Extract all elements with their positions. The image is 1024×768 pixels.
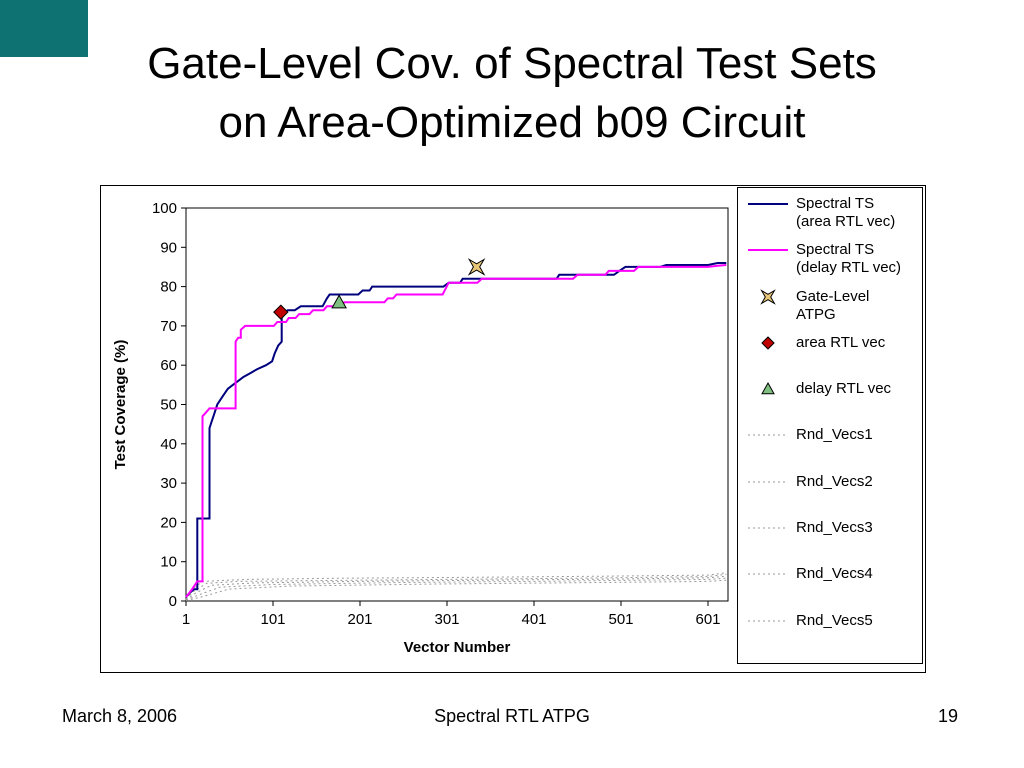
svg-text:1: 1 <box>182 611 190 628</box>
legend-item: delay RTL vec <box>740 379 920 425</box>
title-line-1: Gate-Level Cov. of Spectral Test Sets <box>147 39 877 88</box>
svg-text:601: 601 <box>695 611 720 628</box>
chart-legend: Spectral TS (area RTL vec) Spectral TS (d… <box>737 187 923 664</box>
svg-text:50: 50 <box>160 397 177 414</box>
legend-label: Rnd_Vecs5 <box>796 611 873 629</box>
svg-text:100: 100 <box>152 200 177 217</box>
svg-text:30: 30 <box>160 475 177 492</box>
svg-text:Test Coverage (%): Test Coverage (%) <box>112 340 129 470</box>
legend-item: Spectral TS (area RTL vec) <box>740 194 920 240</box>
legend-label: Rnd_Vecs2 <box>796 472 873 490</box>
dashed-swatch-icon <box>748 573 788 575</box>
legend-item: Rnd_Vecs2 <box>740 472 920 518</box>
footer-presentation-title: Spectral RTL ATPG <box>434 706 590 726</box>
legend-item: Rnd_Vecs1 <box>740 425 920 471</box>
legend-item: Rnd_Vecs4 <box>740 564 920 610</box>
svg-text:201: 201 <box>347 611 372 628</box>
svg-text:301: 301 <box>434 611 459 628</box>
svg-text:40: 40 <box>160 436 177 453</box>
dashed-swatch-icon <box>748 620 788 622</box>
legend-label: Rnd_Vecs4 <box>796 565 873 583</box>
dashed-swatch-icon <box>748 527 788 529</box>
svg-text:20: 20 <box>160 514 177 531</box>
legend-label: Rnd_Vecs1 <box>796 426 873 444</box>
svg-text:60: 60 <box>160 357 177 374</box>
legend-item: Gate-Level ATPG <box>740 287 920 333</box>
svg-text:401: 401 <box>521 611 546 628</box>
legend-item: area RTL vec <box>740 333 920 379</box>
svg-text:0: 0 <box>169 593 177 610</box>
line-swatch-icon <box>748 249 788 252</box>
diamond-swatch-icon <box>761 336 775 350</box>
chart-plot: 0 10 20 30 40 50 60 70 80 90 100 1 101 201 301 401 501 60… <box>112 200 729 656</box>
corner-accent <box>0 0 88 57</box>
line-swatch-icon <box>748 203 788 205</box>
star-swatch-icon <box>760 288 776 305</box>
legend-item: Rnd_Vecs5 <box>740 611 920 657</box>
svg-text:70: 70 <box>160 318 177 335</box>
slide-title: Gate-Level Cov. of Spectral Test Sets on… <box>0 34 1024 152</box>
footer-page-number: 19 <box>937 706 958 726</box>
svg-text:10: 10 <box>160 554 177 571</box>
legend-label: Gate-Level ATPG <box>796 287 870 323</box>
svg-text:Vector Number: Vector Number <box>404 639 511 656</box>
svg-text:80: 80 <box>160 279 177 296</box>
chart-frame: 0 10 20 30 40 50 60 70 80 90 100 1 101 201 301 401 501 60… <box>100 185 926 673</box>
legend-label: Spectral TS (delay RTL vec) <box>796 241 902 277</box>
svg-text:501: 501 <box>608 611 633 628</box>
triangle-swatch-icon <box>761 382 775 395</box>
title-line-2: on Area-Optimized b09 Circuit <box>218 98 806 147</box>
legend-label: Spectral TS (area RTL vec) <box>796 195 896 230</box>
svg-text:101: 101 <box>260 611 285 628</box>
dashed-swatch-icon <box>748 434 788 436</box>
legend-label: delay RTL vec <box>796 380 892 398</box>
legend-label: area RTL vec <box>796 333 886 351</box>
legend-item: Spectral TS (delay RTL vec) <box>740 240 920 286</box>
footer-date: March 8, 2006 <box>62 706 178 726</box>
legend-item: Rnd_Vecs3 <box>740 518 920 564</box>
legend-label: Rnd_Vecs3 <box>796 519 873 537</box>
svg-text:90: 90 <box>160 239 177 256</box>
dashed-swatch-icon <box>748 481 788 483</box>
